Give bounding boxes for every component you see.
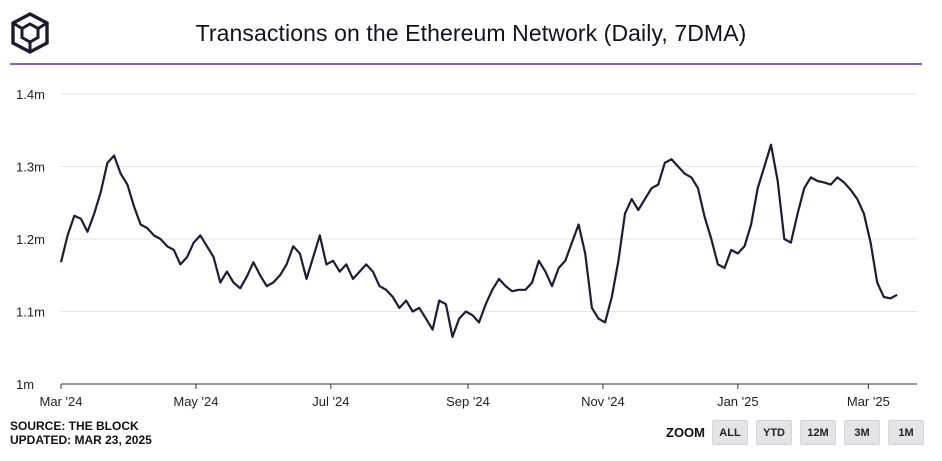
y-tick-label: 1m <box>16 377 34 392</box>
zoom-button-group: ALL YTD 12M 3M 1M <box>712 420 924 445</box>
x-tick-label: Nov '24 <box>581 394 625 409</box>
zoom-label: ZOOM <box>666 425 705 440</box>
source-note: SOURCE: THE BLOCK UPDATED: MAR 23, 2025 <box>10 419 152 447</box>
y-tick-label: 1.2m <box>16 232 45 247</box>
source-label: SOURCE: THE BLOCK <box>10 419 139 433</box>
chart-title: Transactions on the Ethereum Network (Da… <box>195 20 747 46</box>
the-block-cube-logo <box>11 12 49 54</box>
x-tick-label: Mar '24 <box>40 394 83 409</box>
series-line <box>59 143 898 338</box>
x-tick-label: May '24 <box>173 394 218 409</box>
zoom-3m-button[interactable]: 3M <box>844 420 880 445</box>
x-tick-label: Jul '24 <box>312 394 349 409</box>
y-tick-label: 1.3m <box>16 160 45 175</box>
x-tick-label: Jan '25 <box>717 394 759 409</box>
x-tick-label: Mar '25 <box>847 394 890 409</box>
zoom-ytd-button[interactable]: YTD <box>756 420 792 445</box>
updated-label: UPDATED: MAR 23, 2025 <box>10 433 152 447</box>
line-chart: 1m 1.1m 1.2m 1.3m 1.4m Mar '24 May '24 Jul '24 S… <box>16 87 917 409</box>
zoom-1m-button[interactable]: 1M <box>888 420 924 445</box>
zoom-all-button[interactable]: ALL <box>712 420 748 445</box>
x-tick-label: Sep '24 <box>446 394 490 409</box>
header-divider <box>10 63 922 65</box>
y-tick-label: 1.1m <box>16 305 45 320</box>
y-tick-label: 1.4m <box>16 87 45 102</box>
zoom-12m-button[interactable]: 12M <box>800 420 836 445</box>
